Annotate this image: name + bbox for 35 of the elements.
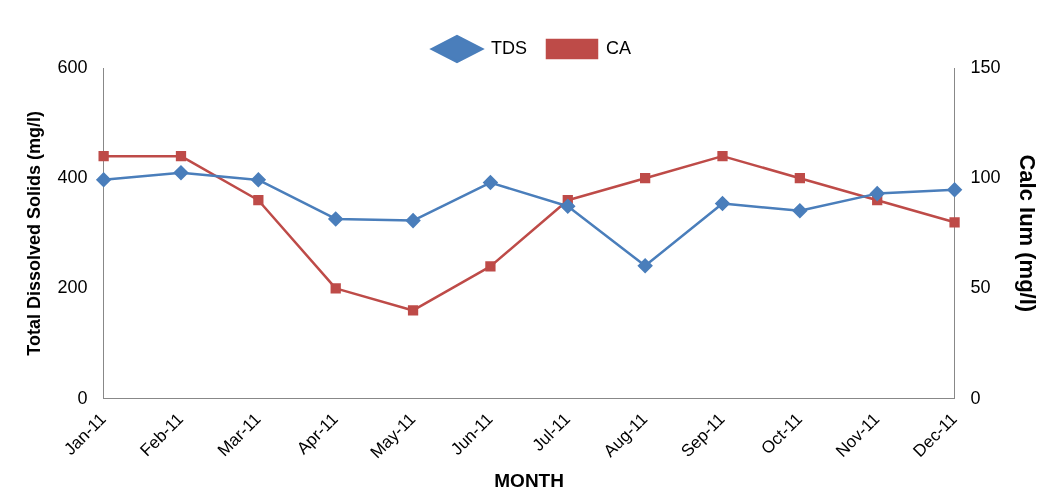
legend-label: TDS: [491, 37, 527, 58]
y2-tick-label: 150: [970, 56, 1001, 77]
legend-label: CA: [606, 37, 632, 58]
point: [175, 151, 187, 162]
point: [717, 151, 728, 162]
y-tick-label: 400: [57, 167, 88, 188]
point: [792, 203, 808, 218]
point: [98, 151, 109, 162]
point: [794, 173, 805, 184]
point: [560, 199, 576, 214]
point: [485, 261, 496, 272]
y-tick-label: 200: [57, 277, 88, 298]
point: [328, 211, 343, 227]
point: [949, 217, 960, 228]
y-tick-label: 600: [57, 56, 88, 77]
y2-axis-title: Calc Ium (mg/l): [1014, 154, 1040, 313]
point: [483, 175, 498, 190]
point: [407, 305, 419, 316]
point: [253, 195, 264, 206]
point: [947, 182, 962, 198]
point: [637, 258, 653, 274]
y2-tick-label: 50: [970, 277, 991, 298]
point: [251, 172, 266, 188]
point: [640, 173, 651, 184]
point: [173, 165, 189, 180]
y2-tick-label: 0: [970, 387, 981, 408]
y-tick-label: 0: [77, 387, 88, 408]
point: [330, 283, 341, 294]
point: [715, 196, 730, 211]
point: [96, 172, 111, 188]
y2-tick-label: 100: [970, 167, 1001, 188]
point: [405, 213, 421, 228]
x-axis-title: MONTH: [494, 469, 564, 491]
point: [869, 186, 885, 201]
y-axis-title: Total Dissolved Solids (mg/l): [23, 110, 44, 356]
